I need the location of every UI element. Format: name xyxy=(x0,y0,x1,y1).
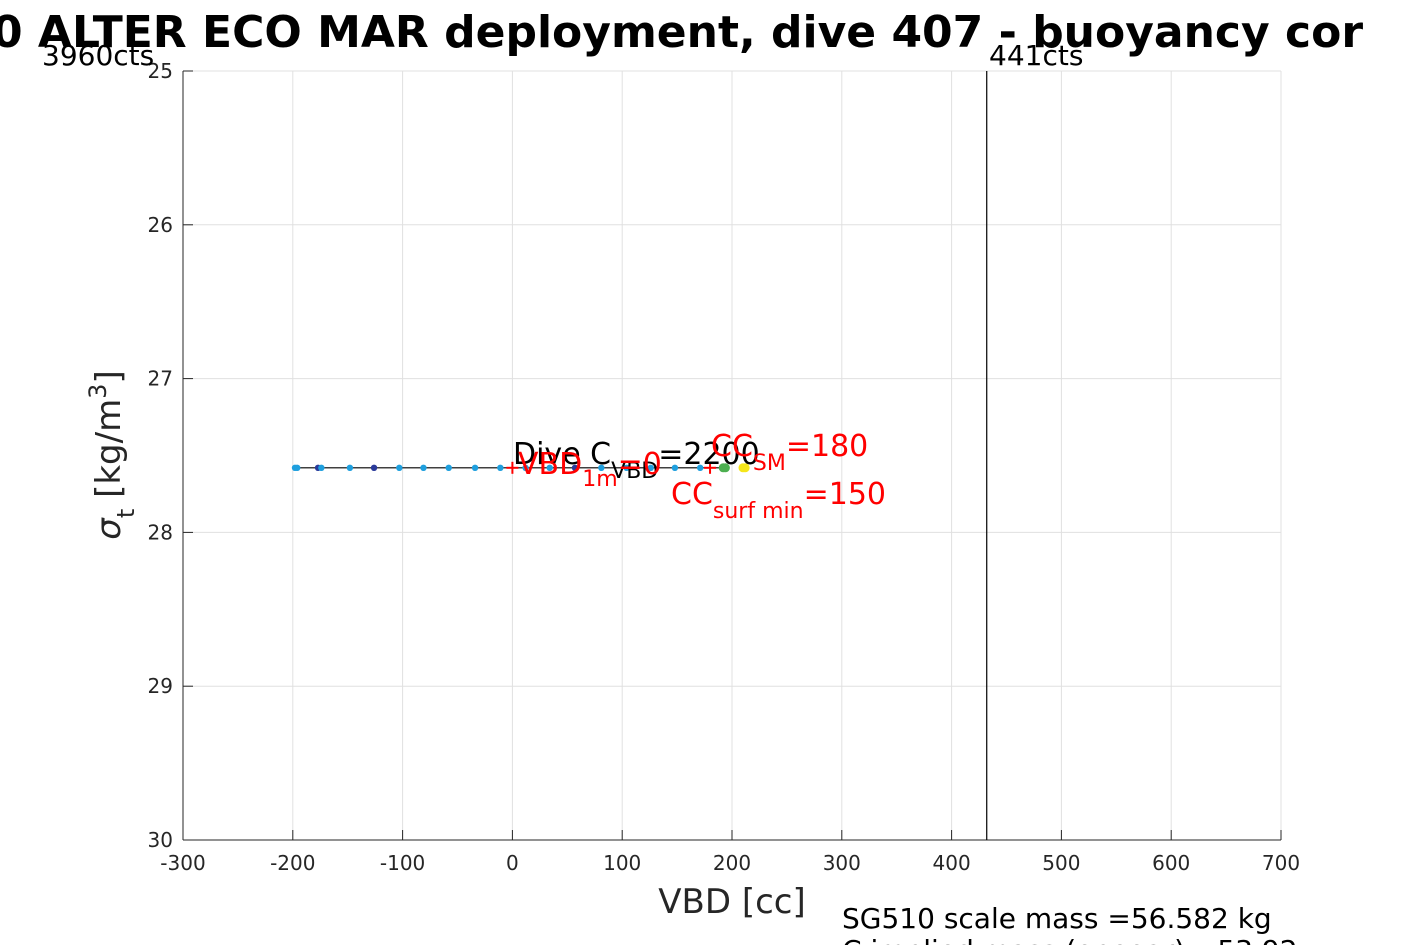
data-point xyxy=(598,464,605,472)
implied-mass-text: C implied mass (oneoar) =53.92 xyxy=(842,934,1298,945)
x-tick-labels: -300 -200 -100 0 100 200 300 400 500 600 700 xyxy=(160,830,1300,875)
cc-surf-min-annotation: CCsurf min=150 xyxy=(671,477,886,524)
x-tick-label: 600 xyxy=(1152,851,1190,875)
x-tick-label: 500 xyxy=(1042,851,1080,875)
data-point xyxy=(546,464,553,472)
x-tick-label: 400 xyxy=(933,851,971,875)
data-point xyxy=(720,463,730,473)
scale-mass-text: SG510 scale mass =56.582 kg xyxy=(842,902,1272,935)
y-tick-label: 25 xyxy=(148,59,173,83)
data-point xyxy=(623,464,630,472)
y-tick-label: 29 xyxy=(148,674,173,698)
data-point xyxy=(696,464,704,472)
x-tick-label: -100 xyxy=(380,851,425,875)
data-point xyxy=(671,464,679,472)
data-point xyxy=(740,463,750,473)
data-point xyxy=(293,464,301,472)
data-points xyxy=(291,463,750,473)
y-tick-labels: 25 26 27 28 29 30 xyxy=(148,59,193,852)
cc-sm-annotation: CCSM=180 xyxy=(711,429,868,476)
data-point xyxy=(647,464,654,472)
x-axis-label: VBD [cc] xyxy=(658,882,806,922)
svg-text:σt [kg/m3]: σt [kg/m3] xyxy=(84,370,140,539)
top-right-counts: 441cts xyxy=(989,39,1083,72)
vbd-1m-annotation: VBD1m=0 xyxy=(518,447,662,492)
data-point xyxy=(396,464,403,472)
data-point xyxy=(318,464,325,472)
data-point xyxy=(497,464,504,472)
dive-c-vbd-annotation: Dive CVBD=2200 xyxy=(513,437,760,484)
y-tick-label: 28 xyxy=(148,520,173,544)
x-tick-label: 100 xyxy=(603,851,641,875)
red-markers xyxy=(506,461,717,474)
x-tick-label: 0 xyxy=(506,851,519,875)
y-tick-label: 26 xyxy=(148,213,173,237)
data-point xyxy=(471,464,479,472)
data-point xyxy=(370,464,378,472)
data-point xyxy=(445,464,452,472)
y-tick-label: 27 xyxy=(148,367,173,391)
data-point xyxy=(420,464,427,472)
y-axis-label: σt [kg/m3] xyxy=(84,370,140,539)
chart-title: 0 ALTER ECO MAR deployment, dive 407 - b… xyxy=(0,7,1363,58)
y-tick-label: 30 xyxy=(148,828,173,852)
x-tick-label: 300 xyxy=(823,851,861,875)
top-left-counts: 3960cts xyxy=(42,39,154,72)
x-tick-label: 700 xyxy=(1262,851,1300,875)
x-tick-label: 200 xyxy=(713,851,751,875)
data-point xyxy=(571,464,579,472)
data-point xyxy=(346,464,354,472)
x-tick-label: -300 xyxy=(160,851,205,875)
x-tick-label: -200 xyxy=(270,851,315,875)
data-point xyxy=(522,464,529,472)
